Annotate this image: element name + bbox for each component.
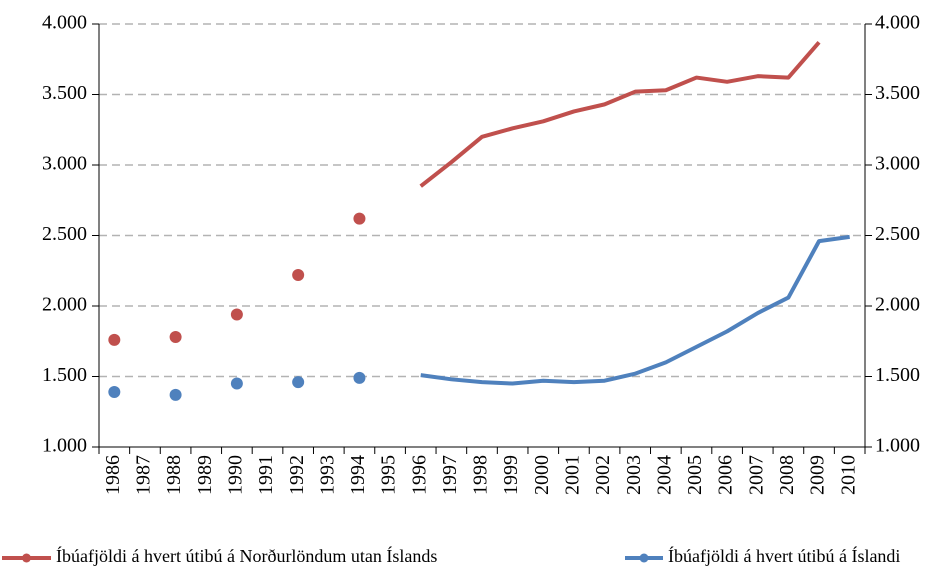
- x-tick-label: 2007: [745, 455, 767, 495]
- y-tick-label: 1.000: [42, 435, 87, 457]
- x-tick-label: 2010: [837, 455, 859, 495]
- y-tick-label: 4.000: [42, 12, 87, 34]
- x-tick-label: 2003: [623, 455, 645, 495]
- x-tick-label: 2004: [653, 455, 675, 495]
- y2-tick-label: 3.500: [875, 82, 920, 104]
- point: [353, 212, 366, 225]
- point: [292, 268, 305, 281]
- x-tick-label: 1987: [133, 455, 155, 495]
- x-tick-label: 2009: [807, 455, 829, 495]
- y-tick-label: 3.000: [42, 153, 87, 175]
- point: [108, 333, 121, 346]
- x-tick-label: 2005: [684, 455, 706, 495]
- x-tick-label: 1997: [439, 455, 461, 495]
- y2-tick-label: 3.000: [875, 153, 920, 175]
- legend-label: Íbúafjöldi á hvert útibú á Norðurlöndum …: [56, 545, 437, 566]
- y-tick-label: 3.500: [42, 82, 87, 104]
- legend-marker: [639, 553, 649, 563]
- x-tick-label: 1990: [224, 455, 246, 495]
- y2-tick-label: 2.000: [875, 294, 920, 316]
- legend-marker: [22, 553, 31, 563]
- series-line: [420, 234, 850, 386]
- y-tick-label: 2.000: [42, 294, 87, 316]
- x-tick-label: 1994: [347, 455, 369, 495]
- point: [169, 331, 182, 344]
- point: [230, 377, 243, 390]
- point: [108, 386, 121, 399]
- x-tick-label: 2001: [562, 455, 584, 495]
- x-tick-label: 1989: [194, 455, 216, 495]
- y-tick-label: 1.500: [42, 364, 87, 386]
- y2-tick-label: 4.000: [875, 12, 920, 34]
- x-tick-label: 1995: [378, 455, 400, 495]
- x-tick-label: 1988: [163, 455, 185, 495]
- y-tick-label: 2.500: [42, 223, 87, 245]
- x-tick-label: 1999: [500, 455, 522, 495]
- x-tick-label: 1996: [408, 455, 430, 495]
- legend-label: Íbúafjöldi á hvert útibú á Íslandi: [668, 545, 900, 566]
- y2-tick-label: 1.000: [875, 435, 920, 457]
- point: [353, 371, 366, 384]
- point: [169, 388, 182, 401]
- x-tick-label: 2000: [531, 455, 553, 495]
- y2-tick-label: 1.500: [875, 364, 920, 386]
- point: [292, 376, 305, 389]
- x-tick-label: 2002: [592, 455, 614, 495]
- point: [230, 308, 243, 321]
- x-tick-label: 1998: [470, 455, 492, 495]
- x-tick-label: 2008: [776, 455, 798, 495]
- y2-tick-label: 2.500: [875, 223, 920, 245]
- x-tick-label: 1992: [286, 455, 308, 495]
- x-tick-label: 1993: [316, 455, 338, 495]
- series-line: [419, 41, 821, 188]
- x-tick-label: 1986: [102, 455, 124, 495]
- x-tick-label: 2006: [715, 455, 737, 495]
- x-tick-label: 1991: [255, 455, 277, 495]
